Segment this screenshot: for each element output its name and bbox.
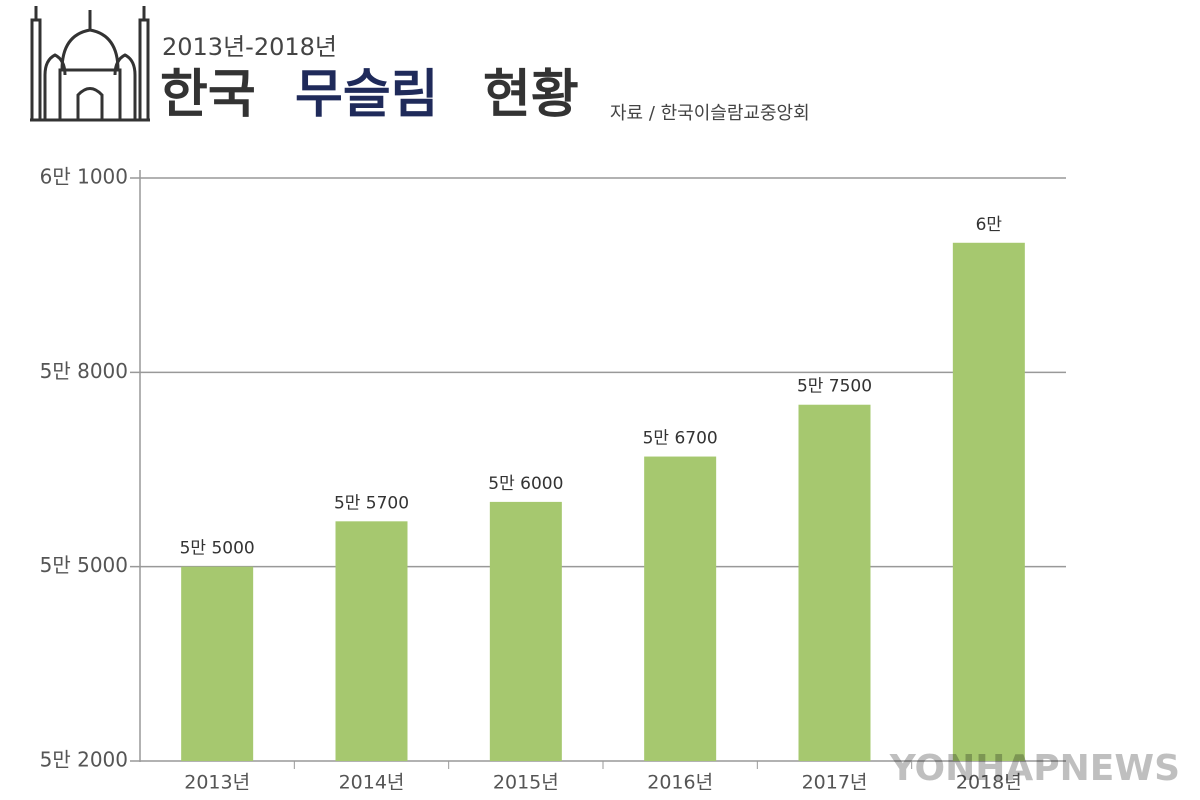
x-tick-label: 2017년 [802,772,868,794]
title-part: 한국 [160,65,256,125]
bar [798,404,871,761]
x-tick-label: 2013년 [184,772,250,794]
bar [952,242,1025,761]
title-part: 무슬림 [295,65,439,125]
mosque-icon [30,6,150,122]
y-tick-label: 5만 8000 [40,359,128,383]
data-label: 5만 6000 [488,474,563,494]
x-tick-label: 2018년 [956,772,1022,794]
bar [335,521,408,761]
x-tick-label: 2015년 [493,772,559,794]
data-label: 5만 5000 [180,539,255,559]
bar [181,566,254,761]
x-tick-label: 2014년 [339,772,405,794]
y-tick-label: 5만 5000 [40,553,128,577]
bar [489,501,562,761]
y-tick-label: 6만 1000 [40,165,128,189]
title-part: 현황 [483,65,579,125]
watermark: YONHAPNEWS [889,748,1180,789]
x-tick-label: 2016년 [647,772,713,794]
bar [644,456,717,761]
data-label: 5만 7500 [797,377,872,397]
y-tick-label: 5만 2000 [40,748,128,772]
data-label: 5만 5700 [334,493,409,513]
subtitle: 2013년-2018년 [162,33,337,61]
source: 자료 / 한국이슬람교중앙회 [610,103,810,124]
data-label: 5만 6700 [643,429,718,449]
data-label: 6만 [976,215,1003,235]
